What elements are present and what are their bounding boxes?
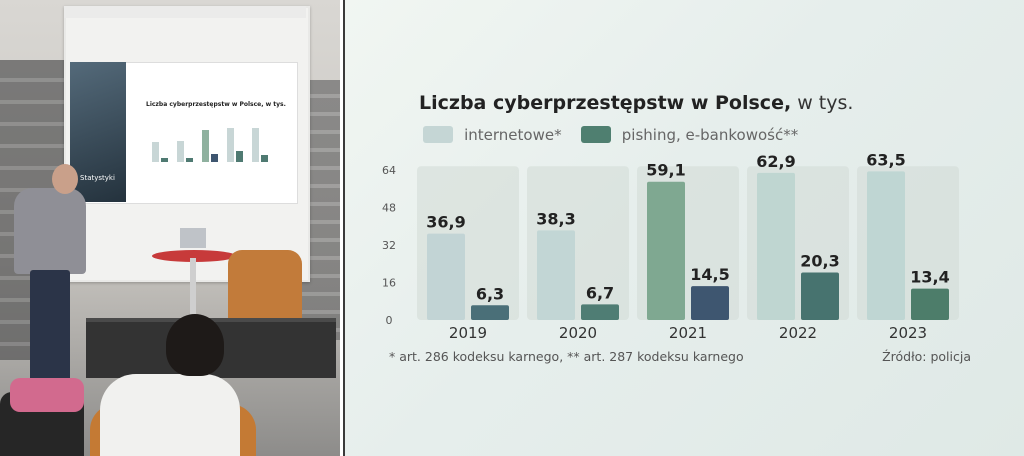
bar-pishing	[691, 286, 729, 320]
bar-pishing	[581, 304, 619, 320]
projected-slide-side-label: Statystyki	[80, 174, 115, 182]
data-label-internetowe: 36,9	[426, 213, 465, 232]
chart-legend: internetowe* pishing, e-bankowość**	[423, 124, 812, 144]
chart-title-main: Liczba cyberprzestępstw w Polsce,	[419, 92, 792, 114]
projected-slide-mini-chart	[150, 126, 270, 162]
laptop	[180, 228, 206, 248]
y-tick-label: 64	[382, 164, 396, 177]
data-label-pishing: 14,5	[690, 265, 729, 284]
chart-title-unit: w tys.	[797, 92, 854, 114]
chart-page: Liczba cyberprzestępstw w Polsce, w tys.…	[343, 0, 1024, 456]
bar-chart: 0 16 32 48 64 36,9 6,3 2019 38,3 6,7 2020 59,1 14,5 2…	[382, 150, 959, 342]
legend-label-internetowe: internetowe*	[464, 125, 562, 144]
projection-screen-top	[64, 6, 306, 18]
y-tick-label: 48	[382, 202, 396, 215]
bar-pishing	[911, 288, 949, 320]
legend-label-pishing: pishing, e-bankowość**	[621, 125, 799, 144]
speaker-torso	[14, 188, 86, 274]
legend-swatch-internetowe	[423, 126, 453, 143]
chart-title: Liczba cyberprzestępstw w Polsce, w tys.	[419, 92, 853, 114]
chart-source: Źródło: policja	[882, 349, 971, 364]
audience-member-body	[100, 374, 240, 456]
legend-swatch-pishing	[580, 126, 611, 143]
y-tick-label: 0	[386, 314, 393, 327]
table-leg	[190, 258, 196, 314]
pink-jacket	[10, 378, 84, 412]
data-label-internetowe: 38,3	[536, 209, 575, 228]
audience-member-head	[166, 314, 224, 376]
bar-internetowe	[757, 172, 795, 320]
bar-pishing	[801, 272, 839, 320]
data-label-internetowe: 62,9	[756, 152, 795, 171]
speaker-legs	[30, 270, 70, 390]
x-tick-label: 2020	[559, 324, 597, 342]
speaker-head	[52, 164, 78, 194]
x-tick-label: 2023	[889, 324, 927, 342]
bar-internetowe	[867, 171, 905, 320]
data-label-pishing: 13,4	[910, 268, 949, 287]
bar-internetowe	[537, 230, 575, 320]
red-table	[152, 250, 236, 262]
projected-slide-side-panel: Statystyki	[70, 62, 126, 202]
data-label-internetowe: 59,1	[646, 161, 685, 180]
bar-pishing	[471, 305, 509, 320]
data-label-pishing: 20,3	[800, 251, 839, 270]
chart-footnote: * art. 286 kodeksu karnego, ** art. 287 …	[389, 349, 744, 364]
x-tick-label: 2021	[669, 324, 707, 342]
projected-slide-title: Liczba cyberprzestępstw w Polsce, w tys.	[146, 101, 286, 108]
bar-internetowe	[427, 233, 465, 320]
data-label-internetowe: 63,5	[866, 150, 905, 169]
lecture-photo: Statystyki Liczba cyberprzestępstw w Pol…	[0, 0, 340, 456]
y-tick-label: 32	[382, 239, 396, 252]
data-label-pishing: 6,3	[476, 284, 504, 303]
y-tick-label: 16	[382, 277, 396, 290]
x-tick-label: 2022	[779, 324, 817, 342]
x-tick-label: 2019	[449, 324, 487, 342]
data-label-pishing: 6,7	[586, 283, 614, 302]
bar-internetowe	[647, 181, 685, 320]
